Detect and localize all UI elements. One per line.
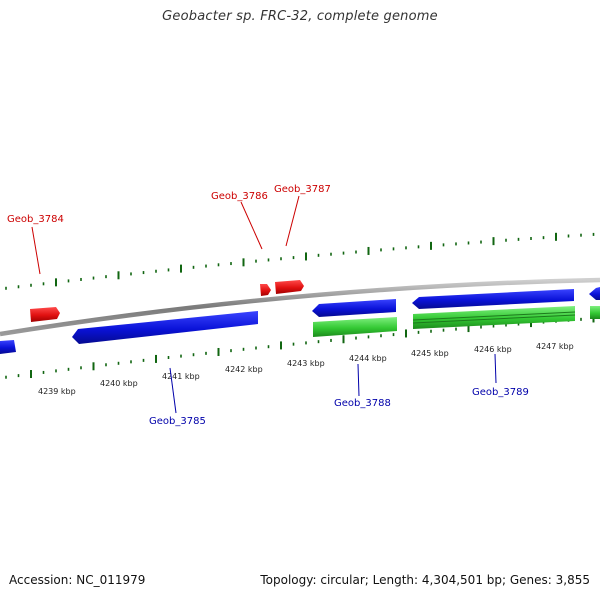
reverse-gene-labels: Geob_3785 Geob_3788 Geob_3789 [149, 353, 529, 427]
rna-gene-2[interactable] [413, 306, 575, 329]
map-title: Geobacter sp. FRC-32, complete genome [162, 9, 438, 24]
gene-geob-3789[interactable] [412, 289, 574, 309]
gene-label-geob-3788[interactable]: Geob_3788 [334, 398, 391, 409]
outer-tick-track [5, 232, 595, 290]
tick-label: 4243 kbp [287, 359, 325, 368]
forward-gene-labels: Geob_3784 Geob_3786 Geob_3787 [7, 184, 331, 275]
rna-gene-3[interactable] [590, 306, 600, 319]
gene-geob-3788[interactable] [312, 299, 396, 317]
gene-label-geob-3785[interactable]: Geob_3785 [149, 416, 206, 427]
genome-backbone [0, 277, 600, 337]
rna-gene-1[interactable] [313, 317, 397, 337]
gene-reverse-left[interactable] [0, 340, 16, 354]
gene-geob-3784[interactable] [30, 307, 60, 322]
genome-summary: Topology: circular; Length: 4,304,501 bp… [260, 573, 590, 587]
tick-label: 4245 kbp [411, 349, 449, 358]
gene-label-geob-3786[interactable]: Geob_3786 [211, 191, 268, 202]
tick-label: 4239 kbp [38, 387, 76, 396]
reverse-genes [0, 287, 600, 354]
tick-label: 4240 kbp [100, 379, 138, 388]
tick-labels: 4239 kbp 4240 kbp 4241 kbp 4242 kbp 4243… [38, 342, 574, 396]
forward-genes [30, 280, 304, 322]
tick-label: 4241 kbp [162, 372, 200, 381]
gene-geob-3787[interactable] [275, 280, 304, 294]
tick-label: 4244 kbp [349, 354, 387, 363]
rna-genes [313, 306, 600, 337]
gene-geob-3785[interactable] [72, 311, 258, 344]
tick-label: 4247 kbp [536, 342, 574, 351]
accession-text: Accession: NC_011979 [9, 573, 146, 587]
gene-label-geob-3787[interactable]: Geob_3787 [274, 184, 331, 195]
gene-label-geob-3789[interactable]: Geob_3789 [472, 387, 529, 398]
tick-label: 4242 kbp [225, 365, 263, 374]
tick-label: 4246 kbp [474, 345, 512, 354]
gene-label-geob-3784[interactable]: Geob_3784 [7, 214, 64, 225]
gene-reverse-right[interactable] [589, 287, 600, 300]
gene-geob-3786[interactable] [260, 284, 271, 296]
